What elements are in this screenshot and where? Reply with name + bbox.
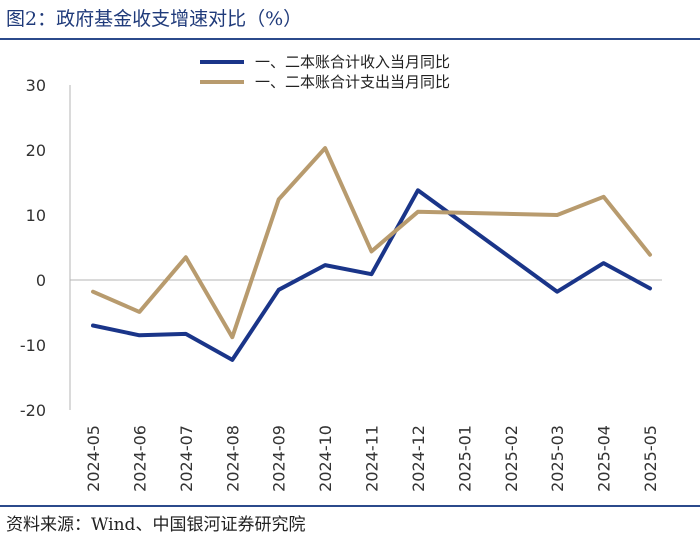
y-tick-label: 30 <box>26 76 46 95</box>
series-line-expenditure <box>91 146 652 340</box>
x-tick-label: 2024-07 <box>177 425 196 492</box>
source-note: 资料来源：Wind、中国银河证券研究院 <box>6 515 306 535</box>
chart-axes: 30 20 10 0 -10 -20 2024-05 2024-06 2024-07 2024-0… <box>20 76 662 492</box>
x-tick-label: 2024-11 <box>363 425 382 492</box>
figure-title: 图2：政府基金收支增速对比（%） <box>6 8 303 30</box>
x-tick-label: 2025-05 <box>641 425 660 492</box>
x-tick-label: 2024-10 <box>316 425 335 492</box>
x-tick-label: 2024-08 <box>223 425 242 492</box>
y-tick-label: 10 <box>26 206 46 225</box>
y-tick-label: 20 <box>26 141 46 160</box>
chart-series <box>91 146 652 362</box>
series-line-revenue <box>91 188 652 362</box>
y-tick-label: -10 <box>20 336 46 355</box>
legend-label: 一、二本账合计收入当月同比 <box>255 53 450 71</box>
x-tick-label: 2024-09 <box>270 425 289 492</box>
x-tick-label: 2024-12 <box>409 425 428 492</box>
x-tick-label: 2025-01 <box>455 425 474 492</box>
y-tick-label: -20 <box>20 401 46 420</box>
x-tick-label: 2025-04 <box>595 425 614 492</box>
x-tick-label: 2024-05 <box>84 425 103 492</box>
x-tick-label: 2025-03 <box>548 425 567 492</box>
y-tick-label: 0 <box>36 271 46 290</box>
legend-label: 一、二本账合计支出当月同比 <box>255 73 450 91</box>
x-tick-label: 2024-06 <box>130 425 149 492</box>
title-rule <box>0 38 700 40</box>
source-rule <box>0 505 700 507</box>
x-tick-label: 2025-02 <box>502 425 521 492</box>
